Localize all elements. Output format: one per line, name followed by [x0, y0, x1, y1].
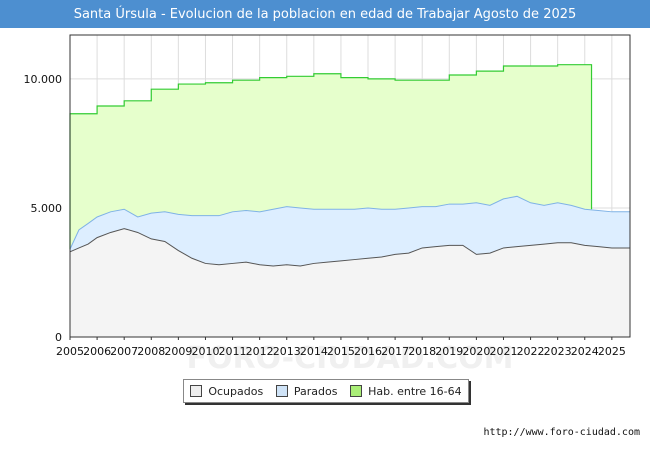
x-tick-label: 2017	[381, 345, 409, 358]
legend-item-hab: Hab. entre 16-64	[350, 385, 462, 398]
legend-item-ocupados: Ocupados	[190, 385, 263, 398]
legend-label-parados: Parados	[293, 384, 338, 398]
watermark: FORO-CIUDAD.COM	[187, 341, 514, 376]
chart-title: Santa Úrsula - Evolucion de la poblacion…	[0, 0, 650, 28]
x-tick-label: 2006	[83, 345, 111, 358]
x-tick-label: 2019	[435, 345, 463, 358]
y-axis: 0 5.000 10.000	[24, 73, 63, 344]
legend: Ocupados Parados Hab. entre 16-64	[183, 379, 469, 403]
series-line-hab	[69, 64, 593, 250]
legend-label-hab: Hab. entre 16-64	[368, 384, 462, 398]
x-tick-label: 2018	[408, 345, 436, 358]
x-tick-label: 2016	[354, 345, 382, 358]
y-tick-label: 0	[55, 331, 62, 344]
legend-swatch-parados	[275, 385, 288, 397]
series-layer	[69, 64, 630, 337]
plot-frame	[69, 34, 631, 338]
x-tick-label: 2009	[164, 345, 192, 358]
y-tick-label: 5.000	[31, 202, 63, 215]
x-tick-label: 2025	[598, 345, 626, 358]
series-line-parados	[69, 195, 630, 250]
x-tick-label: 2011	[219, 345, 247, 358]
legend-item-parados: Parados	[275, 384, 338, 398]
x-tick-label: 2010	[191, 345, 219, 358]
x-tick-label: 2013	[273, 345, 301, 358]
x-tick-label: 2023	[544, 345, 572, 358]
x-tick-label: 2014	[300, 345, 328, 358]
series-line-ocupados	[69, 228, 630, 267]
x-tick-label: 2021	[489, 345, 517, 358]
x-tick-label: 2012	[246, 345, 274, 358]
x-tick-label: 2024	[571, 345, 599, 358]
legend-label-ocupados: Ocupados	[208, 384, 264, 398]
x-tick-label: 2015	[327, 345, 355, 358]
x-tick-label: 2022	[517, 345, 545, 358]
x-tick-label: 2008	[137, 345, 165, 358]
series-area-ocupados	[70, 228, 630, 337]
source-link[interactable]: http://www.foro-ciudad.com	[483, 427, 640, 438]
y-tick-label: 10.000	[24, 73, 63, 86]
x-axis: 2005 2006 2007 2008 2009 2010 2011 2012 2013 2014…	[56, 337, 626, 358]
legend-swatch-hab	[350, 385, 363, 397]
x-tick-label: 2020	[462, 345, 490, 358]
x-tick-label: 2005	[56, 345, 84, 358]
legend-swatch-ocupados	[190, 385, 203, 397]
x-tick-label: 2007	[110, 345, 138, 358]
